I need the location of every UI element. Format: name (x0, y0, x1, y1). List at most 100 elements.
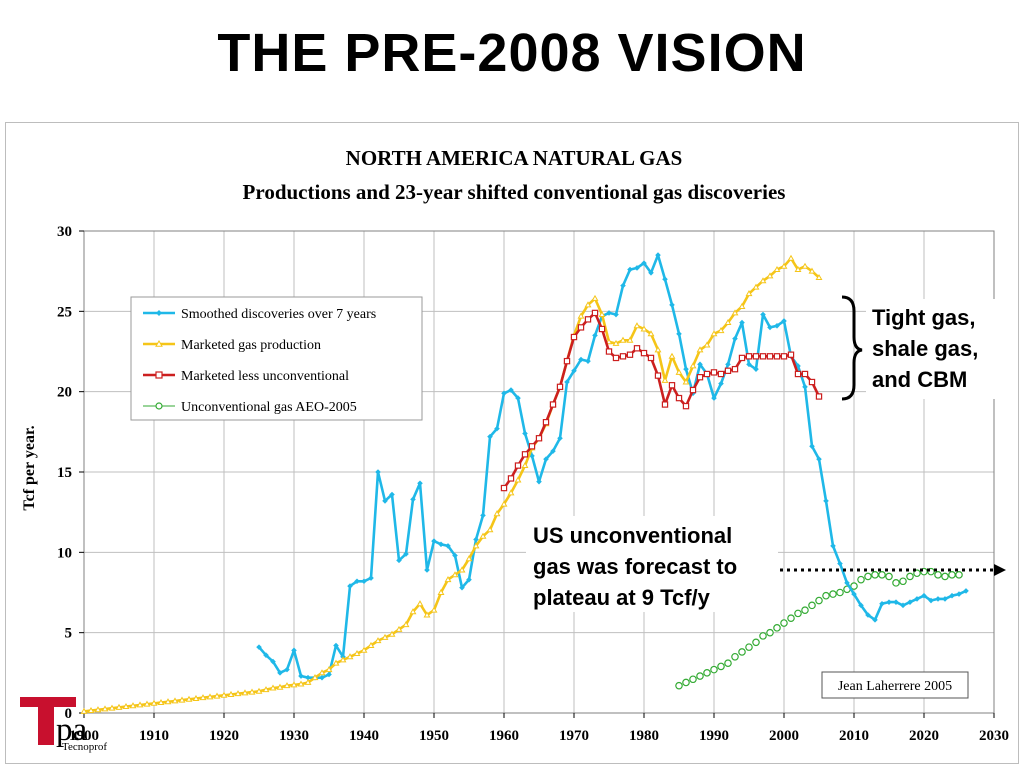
data-point-square (717, 370, 725, 378)
x-tick-label: 1940 (349, 728, 379, 744)
data-point-square (661, 401, 669, 408)
x-tick-label: 1930 (279, 728, 309, 744)
credit-text: Jean Laherrere 2005 (838, 679, 952, 694)
data-point-triangle (325, 666, 333, 673)
data-point-square (507, 475, 515, 482)
data-point-triangle (290, 681, 298, 688)
data-point-diamond (452, 552, 458, 559)
data-point-square (675, 394, 683, 402)
data-point-circle (815, 596, 823, 605)
x-tick-label: 2010 (839, 728, 869, 744)
data-point-triangle (458, 566, 466, 573)
data-point-triangle (444, 576, 452, 583)
legend-items: Smoothed discoveries over 7 years Markete… (143, 307, 376, 415)
data-point-diamond (711, 395, 717, 401)
data-point-circle (724, 659, 732, 667)
data-point-square (605, 348, 613, 355)
data-point-square (591, 309, 599, 317)
data-point-triangle (773, 265, 781, 273)
data-point-square (647, 354, 655, 362)
data-point-triangle (633, 322, 641, 329)
data-point-square (654, 372, 662, 379)
data-point-square (801, 370, 809, 378)
forecast-note-bg (526, 516, 778, 612)
data-point-triangle (402, 621, 410, 628)
data-point-circle (941, 572, 949, 581)
x-tick-label: 1910 (139, 728, 169, 744)
data-point-circle (934, 571, 942, 579)
data-point-diamond (795, 363, 801, 369)
data-point-diamond (263, 652, 269, 658)
data-point-circle (773, 624, 781, 632)
data-point-triangle (787, 254, 795, 261)
data-point-triangle (150, 699, 158, 706)
series-group (80, 252, 969, 714)
data-point-triangle (710, 330, 718, 337)
bracket-label-line-2: shale gas, (872, 336, 978, 361)
data-point-triangle (780, 262, 788, 269)
data-point-square (542, 418, 550, 426)
x-tick-label: 2030 (979, 728, 1009, 744)
data-point-diamond (858, 602, 864, 609)
data-point-triangle (395, 625, 403, 632)
data-point-square (633, 345, 641, 352)
data-point-circle (787, 614, 795, 623)
x-tick-label: 1900 (69, 728, 99, 744)
legend-label: Marketed gas production (181, 338, 321, 353)
data-point-square (710, 369, 718, 376)
data-point-triangle (234, 690, 242, 697)
data-point-square (155, 371, 163, 379)
data-point-diamond (403, 551, 409, 557)
data-point-triangle (451, 571, 459, 578)
data-point-diamond (410, 496, 416, 503)
data-point-diamond (585, 358, 591, 364)
data-point-square (619, 353, 627, 360)
data-point-circle (878, 571, 886, 579)
data-point-diamond (963, 588, 969, 594)
chart: 1900 1910 1920 1930 1940 1950 1960 1970 1980 1990… (20, 146, 1009, 753)
data-point-square (759, 353, 767, 360)
data-point-triangle (248, 688, 256, 695)
data-point-triangle (598, 310, 606, 317)
data-point-triangle (94, 706, 102, 713)
data-point-circle (836, 588, 844, 597)
data-point-square (696, 374, 704, 381)
data-point-diamond (305, 674, 311, 681)
data-point-diamond (851, 591, 857, 597)
data-point-diamond (277, 670, 283, 676)
data-point-diamond (774, 322, 780, 329)
data-point-square (521, 451, 529, 458)
data-point-triangle (423, 611, 431, 618)
data-point-diamond (900, 602, 906, 609)
data-point-diamond (501, 390, 507, 397)
data-point-circle (829, 590, 837, 598)
data-point-square (549, 401, 557, 408)
data-point-triangle (220, 691, 228, 698)
data-point-triangle (276, 683, 284, 690)
x-tick-label: 1920 (209, 728, 239, 744)
curly-brace (841, 295, 863, 401)
data-point-circle (808, 601, 816, 610)
data-point-diamond (571, 367, 577, 374)
data-point-circle (906, 572, 914, 581)
x-tick-label: 1980 (629, 728, 659, 744)
logo: pa Tecnoprof (20, 697, 107, 753)
data-point-diamond (893, 599, 899, 605)
data-point-diamond (949, 592, 955, 599)
arrow-head-icon (994, 564, 1006, 576)
data-point-triangle (717, 327, 725, 334)
data-point-diamond (382, 498, 388, 504)
chart-title: NORTH AMERICA NATURAL GAS (346, 146, 683, 170)
data-point-triangle (339, 656, 347, 663)
data-point-diamond (879, 600, 885, 607)
data-point-square (514, 462, 522, 469)
x-tick-label: 1970 (559, 728, 589, 744)
data-point-diamond (746, 361, 752, 368)
data-point-square (598, 325, 606, 333)
slide-title: THE PRE-2008 VISION (217, 23, 807, 83)
bracket-annotation: Tight gas, shale gas, and CBM (841, 295, 996, 401)
data-point-diamond (837, 560, 843, 567)
data-point-diamond (487, 433, 493, 440)
data-point-diamond (620, 282, 626, 289)
data-point-diamond (564, 379, 570, 385)
